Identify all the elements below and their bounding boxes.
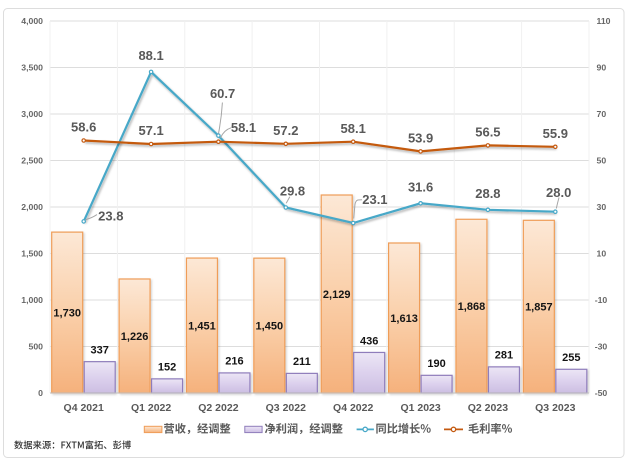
svg-text:29.8: 29.8 [280,184,305,199]
svg-text:281: 281 [495,350,513,362]
svg-text:30: 30 [597,202,607,212]
svg-text:190: 190 [427,358,445,370]
svg-text:436: 436 [360,335,378,347]
svg-text:53.9: 53.9 [408,131,433,146]
svg-text:Q2 2022: Q2 2022 [198,402,238,414]
svg-text:31.6: 31.6 [408,179,433,194]
svg-text:88.1: 88.1 [138,48,163,63]
svg-text:1,450: 1,450 [256,321,284,333]
svg-text:255: 255 [562,352,580,364]
svg-text:1,730: 1,730 [53,308,81,320]
svg-text:211: 211 [293,356,311,368]
svg-text:3,000: 3,000 [21,109,43,119]
svg-text:56.5: 56.5 [475,125,500,140]
svg-text:Q3 2022: Q3 2022 [266,402,306,414]
svg-text:10: 10 [597,249,607,259]
svg-text:90: 90 [597,63,607,73]
svg-text:Q3 2023: Q3 2023 [535,402,575,414]
svg-text:50: 50 [597,156,607,166]
svg-text:Q1 2023: Q1 2023 [400,402,440,414]
svg-text:2,129: 2,129 [323,289,351,301]
svg-text:0: 0 [38,388,43,398]
svg-text:-50: -50 [595,388,608,398]
svg-text:-10: -10 [595,295,608,305]
svg-text:2,000: 2,000 [21,202,43,212]
svg-text:58.6: 58.6 [71,120,96,135]
svg-text:-30: -30 [595,342,608,352]
svg-text:28.0: 28.0 [546,185,571,200]
svg-text:57.1: 57.1 [138,123,163,138]
svg-text:Q1 2022: Q1 2022 [131,402,171,414]
svg-text:23.1: 23.1 [362,192,387,207]
svg-text:58.1: 58.1 [231,120,256,135]
svg-text:23.8: 23.8 [98,209,123,224]
svg-text:2,500: 2,500 [21,156,43,166]
svg-text:70: 70 [597,109,607,119]
svg-text:Q4 2022: Q4 2022 [333,402,373,414]
svg-text:Q4 2021: Q4 2021 [64,402,104,414]
svg-text:58.1: 58.1 [341,121,366,136]
svg-text:337: 337 [91,344,109,356]
svg-text:4,000: 4,000 [21,16,43,26]
svg-text:28.8: 28.8 [475,186,500,201]
svg-text:1,857: 1,857 [525,302,553,314]
svg-text:152: 152 [158,362,176,374]
svg-text:55.9: 55.9 [543,126,568,141]
svg-text:3,500: 3,500 [21,63,43,73]
svg-text:60.7: 60.7 [210,86,235,101]
svg-text:1,613: 1,613 [390,313,418,325]
svg-text:500: 500 [29,342,44,352]
svg-text:1,500: 1,500 [21,249,43,259]
svg-text:1,000: 1,000 [21,295,43,305]
svg-text:110: 110 [597,16,611,26]
svg-text:1,226: 1,226 [121,331,149,343]
svg-text:Q2 2023: Q2 2023 [468,402,508,414]
svg-text:216: 216 [225,356,243,368]
svg-text:57.2: 57.2 [273,123,298,138]
svg-text:1,451: 1,451 [188,321,216,333]
svg-text:1,868: 1,868 [458,301,486,313]
